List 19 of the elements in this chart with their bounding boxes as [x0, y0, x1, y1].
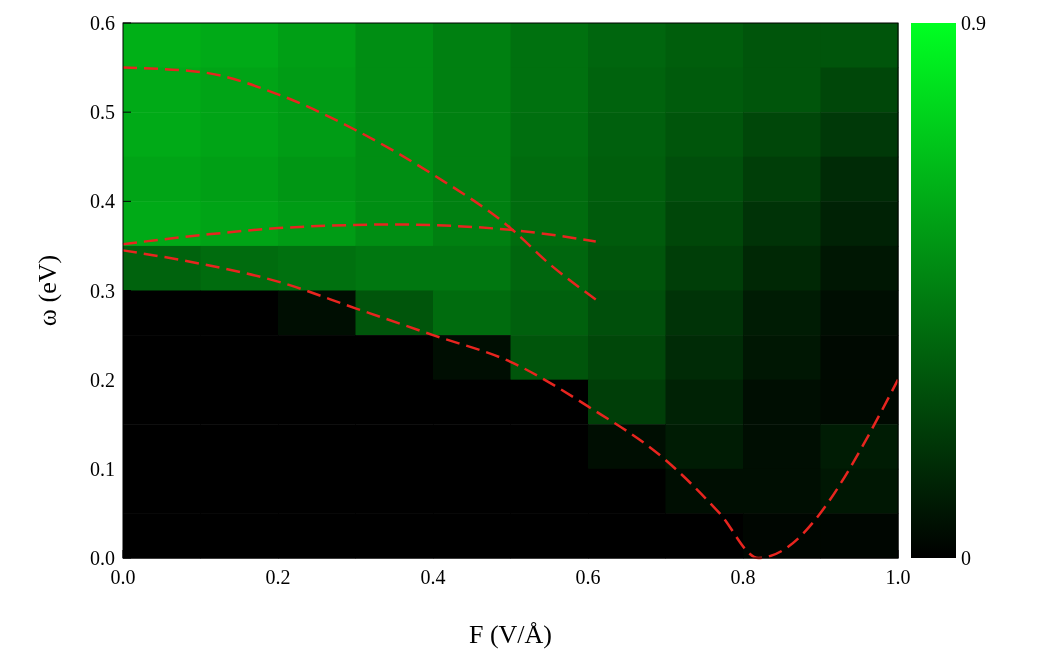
- x-tick-label: 1.0: [885, 566, 911, 588]
- y-tick-label: 0.6: [90, 12, 115, 34]
- x-tick-label: 0.6: [575, 566, 601, 588]
- x-tick-label: 0.4: [420, 566, 446, 588]
- y-tick-label: 0.2: [90, 368, 115, 391]
- color-bar-label: 0.9: [961, 12, 986, 34]
- y-tick-label: 0.4: [90, 190, 115, 213]
- y-tick-label: 0.0: [90, 547, 115, 569]
- x-axis-title: F (V/Å): [468, 620, 553, 649]
- line-series: [121, 249, 900, 560]
- y-axis-title: ω (eV): [33, 254, 62, 327]
- x-tick-label: 0.0: [110, 566, 136, 588]
- x-tick-label: 0.8: [730, 566, 756, 588]
- x-tick-label: 0.2: [265, 566, 291, 588]
- y-tick-label: 0.5: [90, 101, 115, 124]
- line-series: [121, 66, 597, 301]
- color-bar-label: 0: [961, 547, 971, 569]
- y-tick-label: 0.1: [90, 457, 115, 480]
- y-tick-label: 0.3: [90, 279, 115, 302]
